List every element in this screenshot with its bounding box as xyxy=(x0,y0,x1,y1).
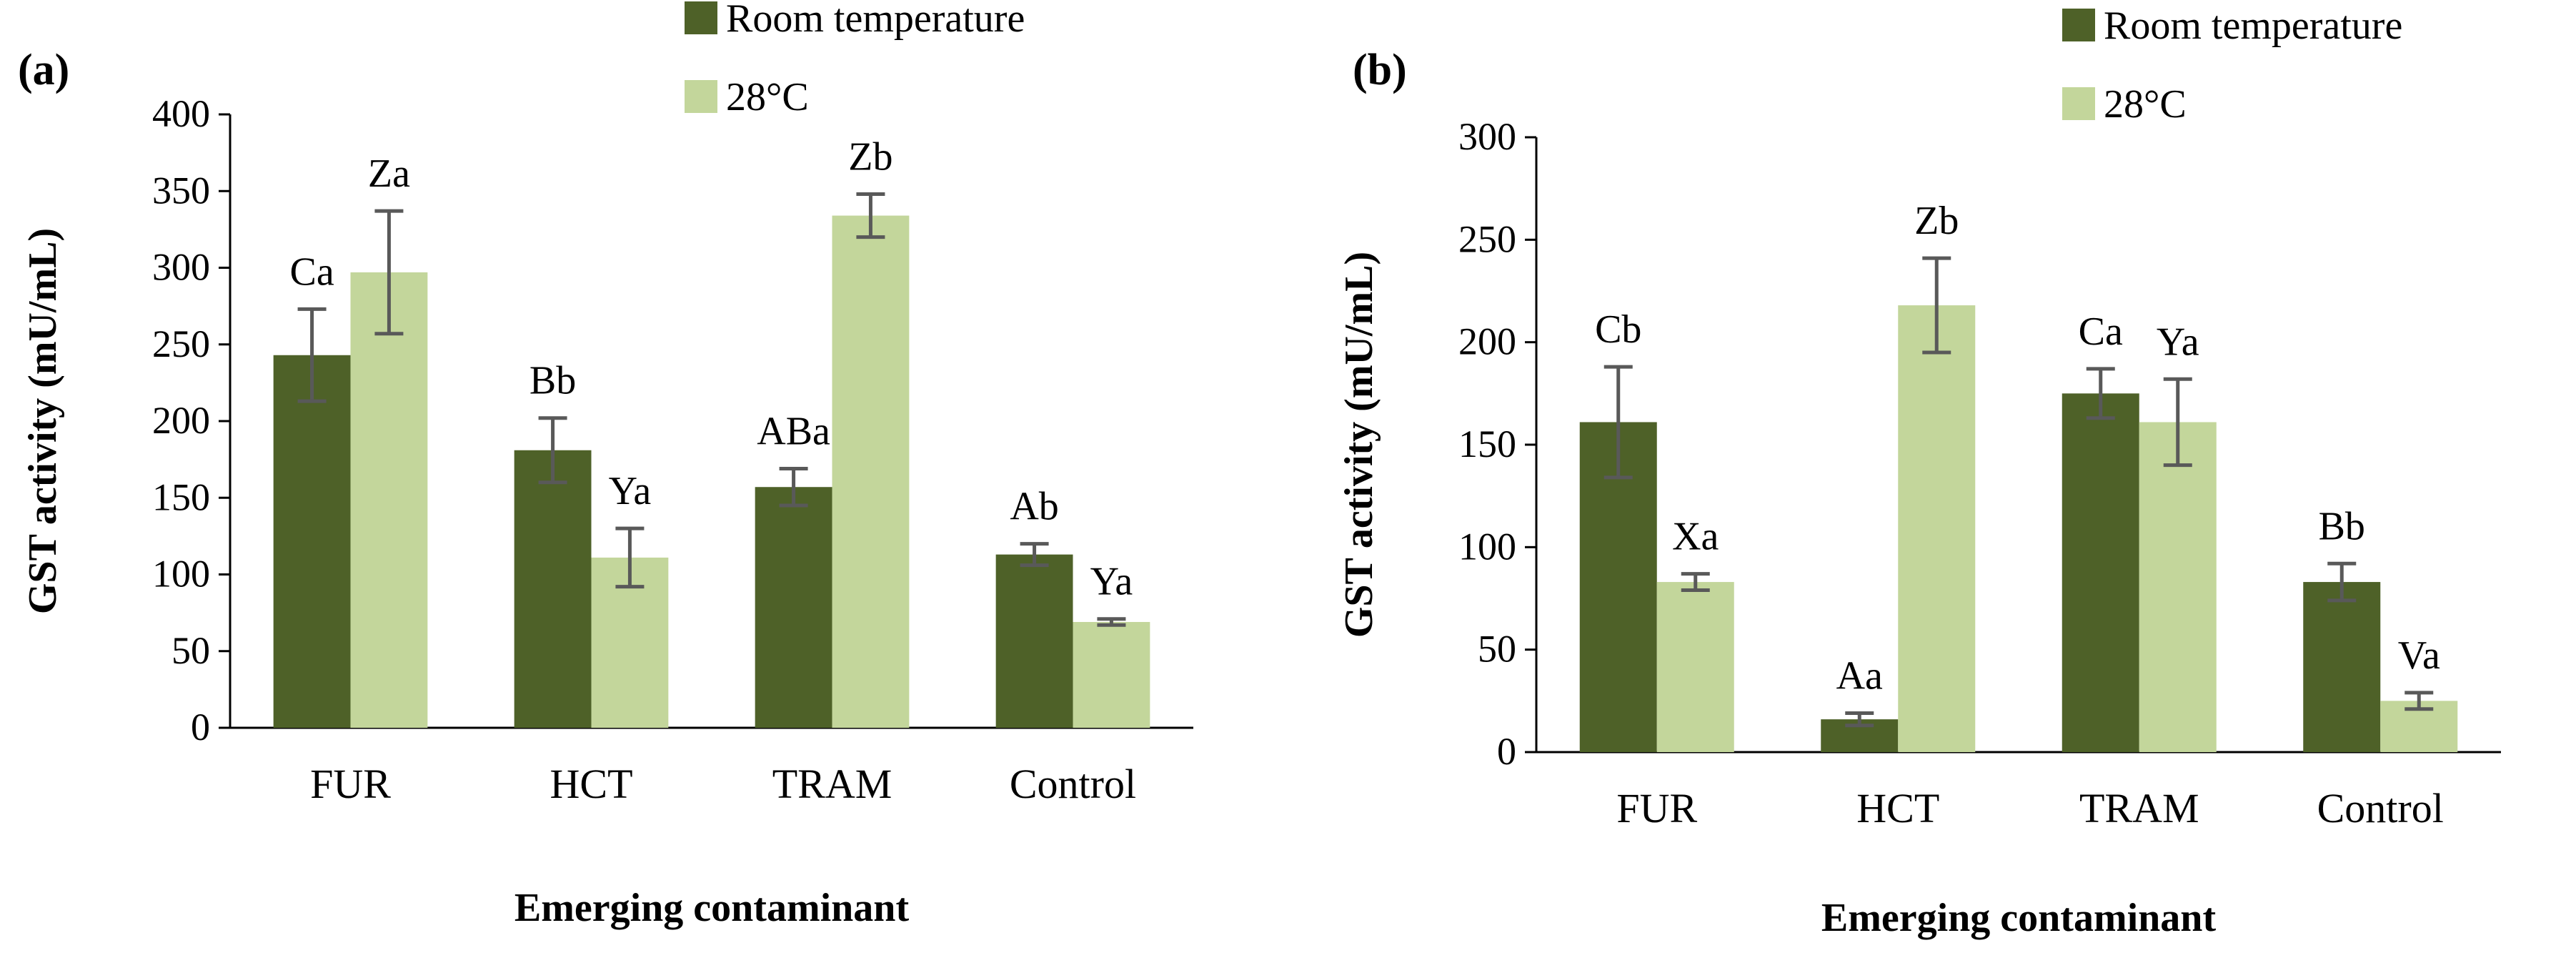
bar xyxy=(1656,582,1734,752)
y-tick-label: 0 xyxy=(191,706,210,749)
y-axis-title: GST activity (mU/mL) xyxy=(21,228,65,614)
data-label: Bb xyxy=(2319,504,2365,548)
chart-panel-2: (b) Room temperature 28°C 0 50 100 150 200 250 30… xyxy=(1337,4,2501,940)
x-tick-label: FUR xyxy=(310,761,391,807)
bar xyxy=(755,487,832,728)
data-label: Zb xyxy=(1914,199,1959,243)
data-label: Cb xyxy=(1595,307,1641,352)
y-tick-label: 150 xyxy=(152,475,210,518)
bar xyxy=(514,450,592,728)
y-tick-label: 50 xyxy=(1478,628,1516,671)
chart-panel-1: (a) Room temperature 28°C 0 50 100 150 200 250 30… xyxy=(18,0,1193,930)
x-tick-label: TRAM xyxy=(2079,785,2199,831)
legend-swatch xyxy=(2062,87,2095,120)
bar xyxy=(273,355,351,728)
bar xyxy=(2303,582,2381,752)
bar xyxy=(2139,422,2217,752)
x-tick-label: HCT xyxy=(550,761,633,807)
legend-swatch xyxy=(2062,9,2095,41)
data-label: Ca xyxy=(2079,310,2123,354)
legend-label: Room temperature xyxy=(726,0,1025,41)
y-tick-label: 250 xyxy=(1458,217,1516,260)
x-tick-label: FUR xyxy=(1616,785,1697,831)
x-axis-title: Emerging contaminant xyxy=(1821,896,2217,940)
y-tick-label: 200 xyxy=(152,399,210,442)
x-tick-label: Control xyxy=(1010,761,1136,807)
data-label: Ca xyxy=(289,250,334,294)
bar xyxy=(1073,621,1150,728)
y-tick-label: 100 xyxy=(152,553,210,596)
data-label: ABa xyxy=(757,409,830,453)
y-tick-label: 300 xyxy=(1458,115,1516,158)
data-label: Ya xyxy=(2157,320,2199,364)
data-label: Va xyxy=(2398,633,2440,678)
data-label: Zb xyxy=(848,135,892,179)
x-tick-label: Control xyxy=(2317,785,2444,831)
data-label: Bb xyxy=(529,359,576,403)
x-axis-title: Emerging contaminant xyxy=(514,886,910,930)
legend-label: Room temperature xyxy=(2104,4,2402,48)
bar xyxy=(1898,305,1976,753)
bar xyxy=(995,554,1073,728)
legend-label: 28°C xyxy=(726,75,809,119)
data-label: Ya xyxy=(609,469,652,513)
panel-label: (b) xyxy=(1353,46,1407,94)
y-tick-label: 100 xyxy=(1458,525,1516,568)
data-label: Ya xyxy=(1090,560,1133,604)
y-tick-label: 250 xyxy=(152,322,210,365)
data-label: Aa xyxy=(1836,654,1883,698)
data-label: Za xyxy=(368,152,410,196)
bar xyxy=(2062,393,2139,752)
x-tick-label: TRAM xyxy=(772,761,892,807)
data-label: Xa xyxy=(1672,515,1719,559)
bar xyxy=(832,215,910,728)
legend-swatch xyxy=(685,1,717,34)
y-tick-label: 0 xyxy=(1497,730,1516,773)
legend-label: 28°C xyxy=(2104,82,2187,127)
y-tick-label: 400 xyxy=(152,92,210,135)
y-tick-label: 50 xyxy=(171,629,210,672)
y-tick-label: 150 xyxy=(1458,423,1516,465)
y-tick-label: 300 xyxy=(152,246,210,289)
x-tick-label: HCT xyxy=(1856,785,1939,831)
bar xyxy=(350,272,428,728)
y-tick-label: 350 xyxy=(152,169,210,212)
legend-swatch xyxy=(685,80,717,113)
y-tick-label: 200 xyxy=(1458,320,1516,363)
data-label: Ab xyxy=(1010,485,1058,529)
panel-label: (a) xyxy=(18,46,69,94)
y-axis-title: GST activity (mU/mL) xyxy=(1337,252,1381,638)
